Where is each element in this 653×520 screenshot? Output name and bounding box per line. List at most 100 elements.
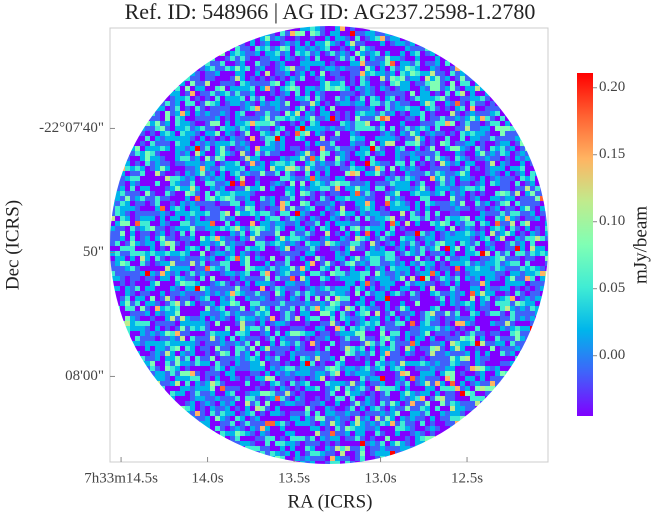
noise-pixel <box>170 96 175 101</box>
noise-pixel <box>305 291 310 296</box>
noise-pixel <box>515 316 520 321</box>
noise-pixel <box>230 81 235 86</box>
noise-pixel <box>345 131 350 136</box>
noise-pixel <box>255 31 260 36</box>
noise-pixel <box>285 116 290 121</box>
noise-pixel <box>255 256 260 261</box>
noise-pixel <box>485 311 490 316</box>
noise-pixel <box>440 271 445 276</box>
noise-pixel <box>250 81 255 86</box>
noise-pixel <box>490 146 495 151</box>
noise-pixel <box>260 116 265 121</box>
noise-pixel <box>335 181 340 186</box>
noise-pixel <box>430 331 435 336</box>
noise-pixel <box>275 236 280 241</box>
noise-pixel <box>155 261 160 266</box>
noise-pixel <box>190 106 195 111</box>
noise-pixel <box>380 61 385 66</box>
noise-pixel <box>375 156 380 161</box>
noise-pixel <box>265 346 270 351</box>
noise-pixel <box>370 211 375 216</box>
noise-pixel <box>420 331 425 336</box>
noise-pixel <box>285 256 290 261</box>
noise-pixel <box>530 151 535 156</box>
noise-pixel <box>430 136 435 141</box>
image <box>110 26 548 464</box>
noise-pixel <box>435 181 440 186</box>
noise-pixel <box>150 276 155 281</box>
noise-pixel <box>295 266 300 271</box>
noise-pixel <box>470 306 475 311</box>
noise-pixel <box>485 136 490 141</box>
noise-pixel <box>235 146 240 151</box>
noise-pixel <box>460 206 465 211</box>
noise-pixel <box>135 306 140 311</box>
noise-pixel <box>250 216 255 221</box>
noise-pixel <box>225 316 230 321</box>
noise-pixel <box>150 246 155 251</box>
noise-pixel <box>185 101 190 106</box>
noise-pixel <box>445 91 450 96</box>
noise-pixel <box>500 221 505 226</box>
noise-pixel <box>145 251 150 256</box>
noise-pixel <box>260 321 265 326</box>
noise-pixel <box>300 96 305 101</box>
noise-pixel <box>400 111 405 116</box>
noise-pixel <box>295 166 300 171</box>
noise-pixel <box>430 271 435 276</box>
noise-pixel <box>535 191 540 196</box>
noise-pixel <box>295 116 300 121</box>
noise-pixel <box>390 261 395 266</box>
noise-pixel <box>485 141 490 146</box>
noise-pixel <box>425 51 430 56</box>
noise-pixel <box>355 201 360 206</box>
noise-pixel <box>260 326 265 331</box>
noise-pixel <box>495 296 500 301</box>
noise-pixel <box>230 156 235 161</box>
noise-pixel <box>330 111 335 116</box>
noise-pixel <box>375 221 380 226</box>
noise-pixel <box>245 166 250 171</box>
noise-pixel <box>480 226 485 231</box>
noise-pixel <box>235 171 240 176</box>
noise-pixel <box>515 226 520 231</box>
noise-pixel <box>270 346 275 351</box>
noise-pixel <box>125 181 130 186</box>
noise-pixel <box>205 206 210 211</box>
noise-pixel <box>350 116 355 121</box>
noise-pixel <box>380 231 385 236</box>
noise-pixel <box>195 211 200 216</box>
noise-pixel <box>405 306 410 311</box>
noise-pixel <box>405 101 410 106</box>
noise-pixel <box>310 56 315 61</box>
noise-pixel <box>510 156 515 161</box>
noise-pixel <box>145 341 150 346</box>
noise-pixel <box>190 221 195 226</box>
noise-pixel <box>355 66 360 71</box>
noise-pixel <box>305 121 310 126</box>
noise-pixel <box>315 121 320 126</box>
noise-pixel <box>400 131 405 136</box>
noise-pixel <box>355 206 360 211</box>
noise-pixel <box>260 221 265 226</box>
noise-pixel <box>345 91 350 96</box>
noise-pixel <box>410 336 415 341</box>
noise-pixel <box>490 271 495 276</box>
noise-pixel <box>165 201 170 206</box>
noise-pixel <box>530 271 535 276</box>
noise-pixel <box>355 76 360 81</box>
noise-pixel <box>190 161 195 166</box>
noise-pixel <box>505 171 510 176</box>
noise-pixel <box>455 131 460 136</box>
noise-pixel <box>370 141 375 146</box>
noise-pixel <box>485 121 490 126</box>
noise-pixel <box>270 96 275 101</box>
noise-pixel <box>225 271 230 276</box>
noise-pixel <box>140 281 145 286</box>
noise-pixel <box>250 86 255 91</box>
noise-pixel <box>515 256 520 261</box>
noise-pixel <box>275 296 280 301</box>
noise-pixel <box>360 181 365 186</box>
noise-pixel <box>280 286 285 291</box>
noise-pixel <box>335 126 340 131</box>
